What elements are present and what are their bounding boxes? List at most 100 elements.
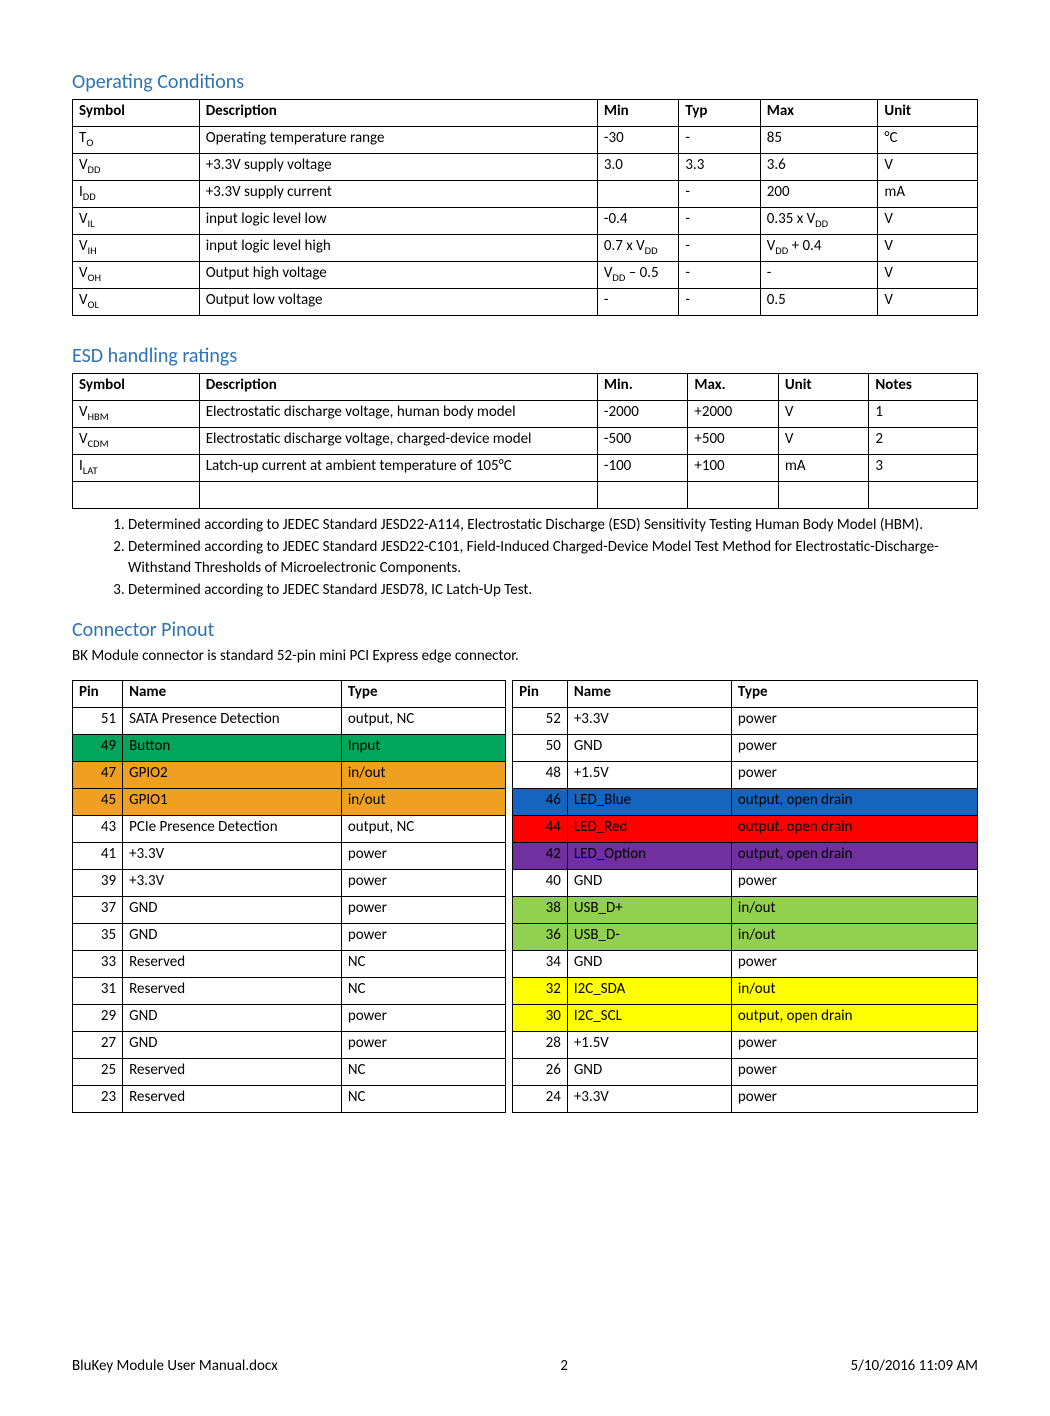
table-header: Unit (878, 100, 978, 127)
table-cell: USB_D- (567, 923, 731, 950)
table-cell: 3 (869, 455, 978, 482)
table-row: VHBMElectrostatic discharge voltage, hum… (73, 401, 978, 428)
esd-table: SymbolDescriptionMin.Max.UnitNotes VHBME… (72, 373, 978, 509)
table-cell: GND (123, 896, 342, 923)
table-cell: 3.3 (679, 154, 760, 181)
table-cell: -500 (597, 428, 688, 455)
table-cell: °C (878, 127, 978, 154)
table-cell: -2000 (597, 401, 688, 428)
table-cell: V (878, 262, 978, 289)
table-header: Unit (778, 374, 869, 401)
table-cell: Operating temperature range (199, 127, 597, 154)
table-cell: +3.3V (123, 842, 342, 869)
table-cell: 27 (73, 1031, 123, 1058)
table-cell: V (878, 154, 978, 181)
table-cell: 43 (73, 815, 123, 842)
table-cell: 41 (73, 842, 123, 869)
table-cell: VOL (73, 289, 200, 316)
table-header: Max (760, 100, 878, 127)
table-cell: VHBM (73, 401, 200, 428)
table-cell: 37 (73, 896, 123, 923)
table-cell: +500 (688, 428, 779, 455)
table-cell: TO (73, 127, 200, 154)
table-cell: -30 (597, 127, 678, 154)
table-cell: power (341, 1031, 505, 1058)
table-cell: output, open drain (731, 842, 977, 869)
footer-filename: BluKey Module User Manual.docx (72, 1357, 278, 1376)
table-cell: GPIO2 (123, 761, 342, 788)
table-cell: power (731, 1085, 977, 1112)
table-cell: 45 (73, 788, 123, 815)
table-cell: 47 (73, 761, 123, 788)
table-cell: 42 (513, 842, 568, 869)
table-cell: power (731, 1031, 977, 1058)
table-cell: 49 (73, 734, 123, 761)
table-header: Name (567, 680, 731, 707)
table-header: Min. (597, 374, 688, 401)
table-cell: 23 (73, 1085, 123, 1112)
table-cell: VDD – 0.5 (597, 262, 678, 289)
table-cell: NC (341, 1058, 505, 1085)
table-cell: power (731, 707, 977, 734)
table-cell: VOH (73, 262, 200, 289)
table-cell: +100 (688, 455, 779, 482)
table-row: IDD+3.3V supply current-200mA (73, 181, 978, 208)
table-row: 37GNDpower38USB_D+in/out (73, 896, 978, 923)
table-header: Description (199, 100, 597, 127)
pinout-intro: BK Module connector is standard 52-pin m… (72, 647, 978, 666)
table-row: 45GPIO1in/out46LED_Blueoutput, open drai… (73, 788, 978, 815)
table-cell: +3.3V (123, 869, 342, 896)
table-row: 41+3.3Vpower42LED_Optionoutput, open dra… (73, 842, 978, 869)
table-cell: input logic level low (199, 208, 597, 235)
footer-page-number: 2 (560, 1357, 568, 1376)
table-cell: output, open drain (731, 815, 977, 842)
table-cell: output, NC (341, 707, 505, 734)
table-cell: LED_Red (567, 815, 731, 842)
table-cell: Reserved (123, 977, 342, 1004)
table-cell: power (341, 896, 505, 923)
table-cell: 52 (513, 707, 568, 734)
table-row: VILinput logic level low-0.4-0.35 x VDDV (73, 208, 978, 235)
table-cell: NC (341, 950, 505, 977)
table-cell: 1 (869, 401, 978, 428)
table-cell: Latch-up current at ambient temperature … (199, 455, 597, 482)
table-cell: V (878, 208, 978, 235)
table-cell: in/out (341, 761, 505, 788)
table-cell: VIH (73, 235, 200, 262)
table-cell: GND (567, 734, 731, 761)
table-cell: LED_Blue (567, 788, 731, 815)
table-cell: in/out (341, 788, 505, 815)
page-footer: BluKey Module User Manual.docx 2 5/10/20… (72, 1357, 978, 1376)
table-row: 49ButtonInput50GNDpower (73, 734, 978, 761)
table-row: VOLOutput low voltage--0.5V (73, 289, 978, 316)
table-row: VIHinput logic level high0.7 x VDD-VDD +… (73, 235, 978, 262)
table-cell: power (731, 734, 977, 761)
table-cell (597, 181, 678, 208)
table-cell: mA (878, 181, 978, 208)
table-cell: +3.3V (567, 1085, 731, 1112)
table-cell: VDD (73, 154, 200, 181)
table-cell: LED_Option (567, 842, 731, 869)
table-cell: - (679, 289, 760, 316)
table-cell: Output low voltage (199, 289, 597, 316)
table-cell: GND (567, 1058, 731, 1085)
table-cell: input logic level high (199, 235, 597, 262)
table-cell: - (597, 289, 678, 316)
table-cell: GND (123, 1004, 342, 1031)
table-cell: - (760, 262, 878, 289)
table-header: Symbol (73, 374, 200, 401)
table-cell: IDD (73, 181, 200, 208)
table-cell (869, 482, 978, 509)
table-cell: 32 (513, 977, 568, 1004)
table-cell: 46 (513, 788, 568, 815)
table-row: VCDMElectrostatic discharge voltage, cha… (73, 428, 978, 455)
table-row: VDD+3.3V supply voltage3.03.33.6V (73, 154, 978, 181)
table-cell: - (679, 262, 760, 289)
table-cell: +3.3V supply current (199, 181, 597, 208)
table-cell: +3.3V supply voltage (199, 154, 597, 181)
table-cell: V (878, 289, 978, 316)
pinout-table: PinNameTypePinNameType 51SATA Presence D… (72, 680, 978, 1113)
table-cell: Electrostatic discharge voltage, charged… (199, 428, 597, 455)
table-cell: power (731, 869, 977, 896)
table-cell: - (679, 181, 760, 208)
